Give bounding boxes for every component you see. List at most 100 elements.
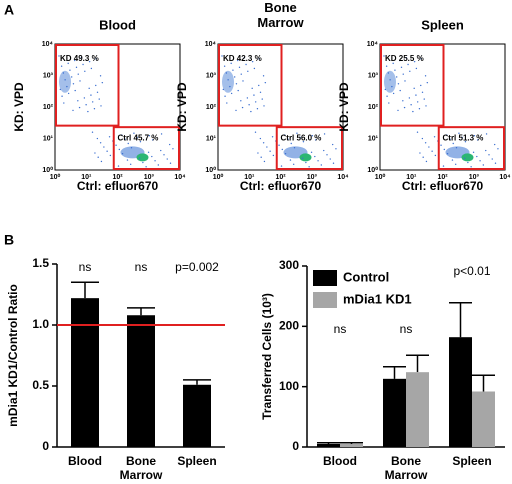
cell-dot (310, 151, 313, 154)
cell-dot (66, 85, 68, 88)
bar (183, 384, 211, 447)
cell-dot (227, 79, 229, 81)
cell-dot (262, 75, 265, 77)
cell-dot (266, 146, 268, 148)
cell-dot (118, 148, 121, 151)
cell-dot (409, 70, 411, 73)
cell-dot (272, 154, 275, 157)
cell-dot (124, 138, 126, 140)
cell-dot (95, 58, 97, 60)
y-tick-label: 10¹ (43, 135, 54, 142)
y-tick-label: 200 (279, 319, 299, 333)
cell-dot (323, 149, 325, 152)
bar (71, 298, 99, 447)
cell-dot (251, 87, 253, 90)
cell-dot (418, 108, 421, 110)
cell-dot (485, 133, 488, 135)
cell-dot (157, 164, 160, 166)
y-tick-label: 300 (279, 258, 299, 272)
cell-dot (127, 142, 129, 145)
cell-dot (400, 66, 403, 69)
cell-dot (461, 136, 463, 139)
cell-dot (242, 80, 244, 82)
cell-cloud (222, 70, 234, 93)
cell-dot (454, 163, 457, 166)
cell-dot (426, 81, 429, 84)
cell-dot (420, 84, 422, 87)
panel-label: A (4, 2, 14, 18)
cell-dot (257, 152, 259, 154)
cell-dot (142, 161, 144, 164)
cell-cloud (136, 153, 149, 162)
cell-dot (335, 148, 337, 150)
cell-cloud (59, 70, 71, 93)
cell-dot (151, 139, 154, 141)
y-tick-label: 10⁴ (205, 41, 217, 48)
cell-dot (423, 98, 425, 100)
cell-dot (455, 147, 458, 149)
cell-dot (235, 109, 237, 112)
cell-dot (264, 81, 267, 84)
cell-dot (100, 160, 103, 163)
cell-dot (64, 79, 66, 81)
cell-dot (221, 55, 223, 57)
cell-dot (434, 154, 437, 157)
panel-label: B (4, 232, 14, 248)
cell-dot (433, 136, 436, 138)
flow-title: Bone Marrow (257, 0, 304, 30)
cell-dot (85, 104, 87, 106)
cell-dot (472, 151, 475, 154)
cell-dot (458, 132, 460, 134)
cell-dot (395, 76, 398, 78)
cell-dot (258, 58, 260, 60)
cell-dot (62, 72, 65, 74)
cell-dot (332, 162, 335, 164)
cell-dot (254, 101, 257, 103)
bar (127, 315, 155, 447)
y-tick-label: 0 (292, 439, 299, 453)
cell-dot (329, 158, 331, 160)
y-tick-label: 10⁰ (205, 166, 216, 174)
cell-dot (493, 143, 496, 146)
kd-gate (55, 44, 120, 127)
cell-dot (247, 70, 249, 73)
annotation: p=0.002 (175, 260, 219, 274)
error-bar (472, 374, 495, 392)
cell-dot (148, 135, 151, 137)
cell-dot (78, 106, 81, 109)
ctrl-gate-label: Ctrl 56.0 % (281, 134, 322, 143)
cell-dot (320, 164, 323, 166)
cell-dot (311, 135, 314, 137)
cell-dot (408, 97, 411, 99)
cell-dot (224, 95, 226, 97)
cell-dot (449, 138, 451, 140)
cell-dot (99, 75, 102, 77)
cell-dot (415, 67, 418, 70)
cell-dot (91, 131, 94, 133)
cell-dot (476, 139, 479, 141)
cell-dot (250, 110, 252, 113)
y-tick-label: 1.5 (32, 256, 49, 270)
cell-dot (229, 85, 231, 88)
cell-dot (443, 148, 446, 151)
cell-dot (67, 92, 70, 95)
cell-dot (470, 166, 472, 168)
cell-dot (95, 84, 97, 87)
cell-dot (269, 150, 271, 152)
cell-dot (271, 136, 274, 138)
cell-dot (391, 85, 393, 88)
error-bar (383, 366, 406, 379)
annotation: ns (334, 322, 347, 336)
cell-dot (222, 88, 225, 91)
error-bar (340, 442, 363, 444)
y-tick-label: 0.5 (32, 378, 49, 392)
error-bar (127, 307, 155, 316)
cell-dot (126, 159, 129, 161)
cell-dot (94, 152, 96, 154)
x-tick-label: 10³ (307, 174, 318, 181)
cell-dot (166, 158, 168, 160)
cell-dot (248, 104, 250, 106)
cell-dot (314, 155, 316, 158)
cell-dot (262, 142, 265, 144)
